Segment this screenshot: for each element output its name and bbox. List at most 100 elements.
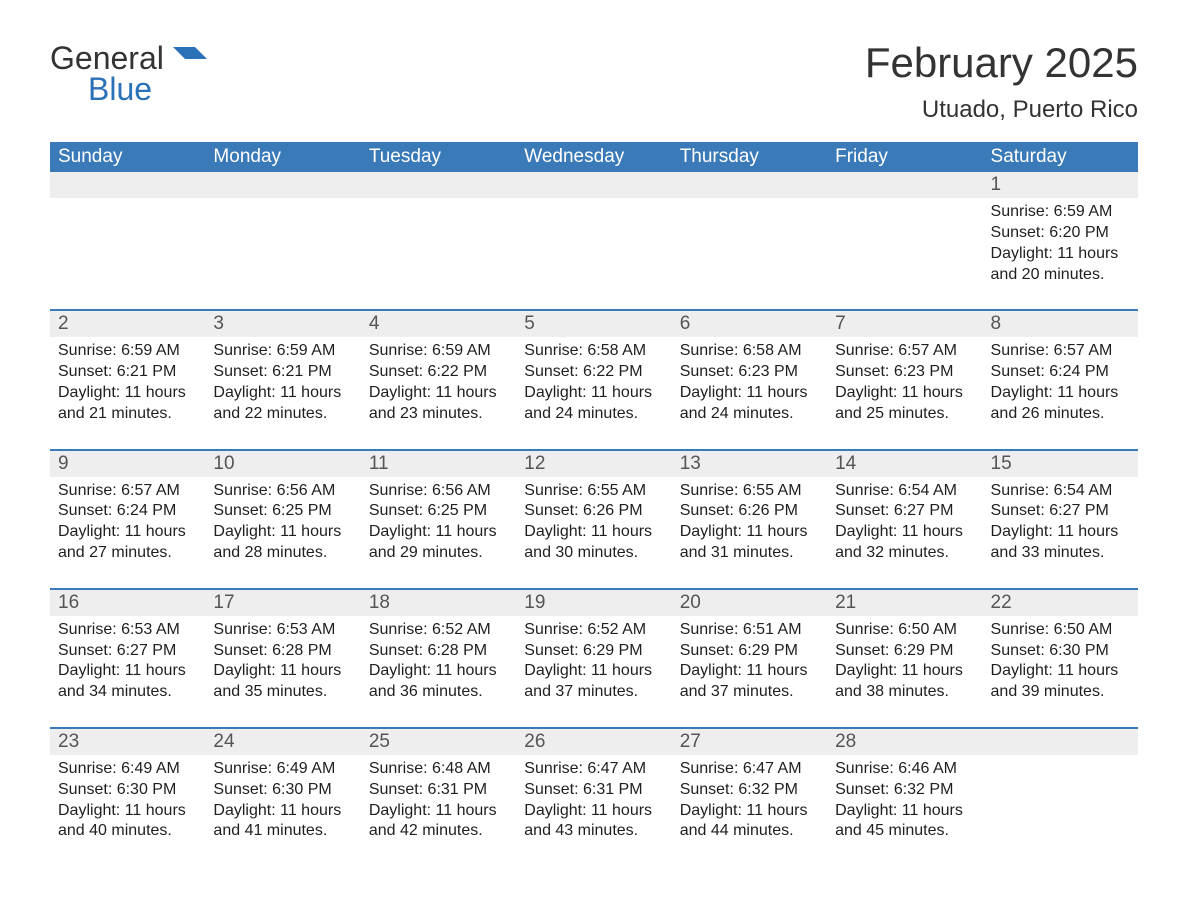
sun-data-line: and 36 minutes. <box>369 682 508 703</box>
sun-data-line: and 38 minutes. <box>835 682 974 703</box>
day-number-cell: 14 <box>827 451 982 477</box>
sun-data-line: and 35 minutes. <box>213 682 352 703</box>
sun-data-line: Sunset: 6:31 PM <box>369 780 508 801</box>
sun-data-line: Sunrise: 6:59 AM <box>991 202 1130 223</box>
sun-data-line: Sunrise: 6:48 AM <box>369 759 508 780</box>
sun-data-line: Sunrise: 6:50 AM <box>835 620 974 641</box>
sun-data-line: Daylight: 11 hours <box>213 522 352 543</box>
sun-data-line: Daylight: 11 hours <box>680 801 819 822</box>
sun-data-line: Sunset: 6:32 PM <box>835 780 974 801</box>
sun-data-line: and 44 minutes. <box>680 821 819 842</box>
day-data-cell: Sunrise: 6:57 AMSunset: 6:24 PMDaylight:… <box>983 337 1138 449</box>
weekday-header: Saturday <box>983 142 1138 172</box>
day-number-cell: 24 <box>205 729 360 755</box>
sun-data-line: Sunrise: 6:53 AM <box>58 620 197 641</box>
sun-data-line: Sunrise: 6:56 AM <box>213 481 352 502</box>
sun-data-line: Daylight: 11 hours <box>680 661 819 682</box>
sun-data-line: Sunset: 6:30 PM <box>991 641 1130 662</box>
sun-data-line: and 23 minutes. <box>369 404 508 425</box>
day-data-cell: Sunrise: 6:50 AMSunset: 6:29 PMDaylight:… <box>827 616 982 728</box>
flag-icon <box>173 42 207 79</box>
sun-data-line: Sunset: 6:28 PM <box>369 641 508 662</box>
day-data-cell <box>50 198 205 310</box>
day-data-cell: Sunrise: 6:54 AMSunset: 6:27 PMDaylight:… <box>983 477 1138 589</box>
day-number-row: 232425262728 <box>50 729 1138 755</box>
day-data-cell <box>516 198 671 310</box>
day-data-cell: Sunrise: 6:57 AMSunset: 6:24 PMDaylight:… <box>50 477 205 589</box>
sun-data-line: and 29 minutes. <box>369 543 508 564</box>
sun-data-line: Sunrise: 6:50 AM <box>991 620 1130 641</box>
day-number-cell <box>983 729 1138 755</box>
day-number-cell <box>672 172 827 198</box>
sun-data-line: Sunset: 6:22 PM <box>369 362 508 383</box>
day-data-cell: Sunrise: 6:59 AMSunset: 6:21 PMDaylight:… <box>205 337 360 449</box>
sun-data-line: Daylight: 11 hours <box>680 383 819 404</box>
sun-data-line: and 41 minutes. <box>213 821 352 842</box>
sun-data-line: Sunrise: 6:58 AM <box>524 341 663 362</box>
sun-data-line: and 43 minutes. <box>524 821 663 842</box>
sun-data-line: Sunrise: 6:51 AM <box>680 620 819 641</box>
sun-data-line: Sunrise: 6:52 AM <box>369 620 508 641</box>
sun-data-line: and 27 minutes. <box>58 543 197 564</box>
sun-data-line: Daylight: 11 hours <box>680 522 819 543</box>
sun-data-line: and 42 minutes. <box>369 821 508 842</box>
day-data-cell: Sunrise: 6:54 AMSunset: 6:27 PMDaylight:… <box>827 477 982 589</box>
location-subtitle: Utuado, Puerto Rico <box>865 96 1138 124</box>
day-number-row: 16171819202122 <box>50 590 1138 616</box>
calendar-document: General Blue February 2025 Utuado, Puert… <box>0 0 1188 906</box>
sun-data-line: Sunrise: 6:56 AM <box>369 481 508 502</box>
sun-data-line: and 33 minutes. <box>991 543 1130 564</box>
sun-data-line: Sunrise: 6:55 AM <box>680 481 819 502</box>
day-data-row: Sunrise: 6:59 AMSunset: 6:20 PMDaylight:… <box>50 198 1138 310</box>
sun-data-line: Sunset: 6:27 PM <box>58 641 197 662</box>
day-data-cell <box>827 198 982 310</box>
sun-data-line: and 40 minutes. <box>58 821 197 842</box>
day-number-cell: 6 <box>672 311 827 337</box>
header: General Blue February 2025 Utuado, Puert… <box>50 40 1138 124</box>
day-number-cell: 1 <box>983 172 1138 198</box>
sun-data-line: Daylight: 11 hours <box>58 801 197 822</box>
sun-data-line: Sunrise: 6:49 AM <box>213 759 352 780</box>
sun-data-line: Sunset: 6:24 PM <box>58 501 197 522</box>
day-data-cell <box>672 198 827 310</box>
day-data-cell: Sunrise: 6:53 AMSunset: 6:28 PMDaylight:… <box>205 616 360 728</box>
sun-data-line: Sunset: 6:29 PM <box>524 641 663 662</box>
sun-data-line: Sunrise: 6:49 AM <box>58 759 197 780</box>
sun-data-line: Daylight: 11 hours <box>369 661 508 682</box>
sun-data-line: Sunset: 6:32 PM <box>680 780 819 801</box>
sun-data-line: Daylight: 11 hours <box>524 661 663 682</box>
day-number-cell: 16 <box>50 590 205 616</box>
sun-data-line: Daylight: 11 hours <box>213 383 352 404</box>
day-number-cell: 8 <box>983 311 1138 337</box>
day-number-cell: 9 <box>50 451 205 477</box>
sun-data-line: Sunrise: 6:59 AM <box>369 341 508 362</box>
weekday-header: Wednesday <box>516 142 671 172</box>
sun-data-line: Daylight: 11 hours <box>835 522 974 543</box>
day-data-cell: Sunrise: 6:58 AMSunset: 6:23 PMDaylight:… <box>672 337 827 449</box>
day-data-cell: Sunrise: 6:53 AMSunset: 6:27 PMDaylight:… <box>50 616 205 728</box>
weekday-header: Monday <box>205 142 360 172</box>
day-data-cell: Sunrise: 6:50 AMSunset: 6:30 PMDaylight:… <box>983 616 1138 728</box>
sun-data-line: Daylight: 11 hours <box>835 383 974 404</box>
weekday-header: Tuesday <box>361 142 516 172</box>
sun-data-line: Daylight: 11 hours <box>58 661 197 682</box>
day-data-cell <box>983 755 1138 866</box>
day-data-cell: Sunrise: 6:56 AMSunset: 6:25 PMDaylight:… <box>361 477 516 589</box>
sun-data-line: and 25 minutes. <box>835 404 974 425</box>
weekday-header-row: SundayMondayTuesdayWednesdayThursdayFrid… <box>50 142 1138 172</box>
sun-data-line: Sunset: 6:21 PM <box>213 362 352 383</box>
day-data-cell: Sunrise: 6:51 AMSunset: 6:29 PMDaylight:… <box>672 616 827 728</box>
sun-data-line: Sunrise: 6:54 AM <box>991 481 1130 502</box>
day-number-cell: 5 <box>516 311 671 337</box>
sun-data-line: and 22 minutes. <box>213 404 352 425</box>
sun-data-line: Sunset: 6:23 PM <box>835 362 974 383</box>
day-data-cell: Sunrise: 6:49 AMSunset: 6:30 PMDaylight:… <box>50 755 205 866</box>
sun-data-line: Daylight: 11 hours <box>369 383 508 404</box>
sun-data-line: and 37 minutes. <box>524 682 663 703</box>
sun-data-line: Sunset: 6:24 PM <box>991 362 1130 383</box>
day-data-cell: Sunrise: 6:52 AMSunset: 6:29 PMDaylight:… <box>516 616 671 728</box>
sun-data-line: Daylight: 11 hours <box>524 522 663 543</box>
brand-logo: General Blue <box>50 40 207 108</box>
weekday-header: Thursday <box>672 142 827 172</box>
sun-data-line: Sunset: 6:27 PM <box>835 501 974 522</box>
